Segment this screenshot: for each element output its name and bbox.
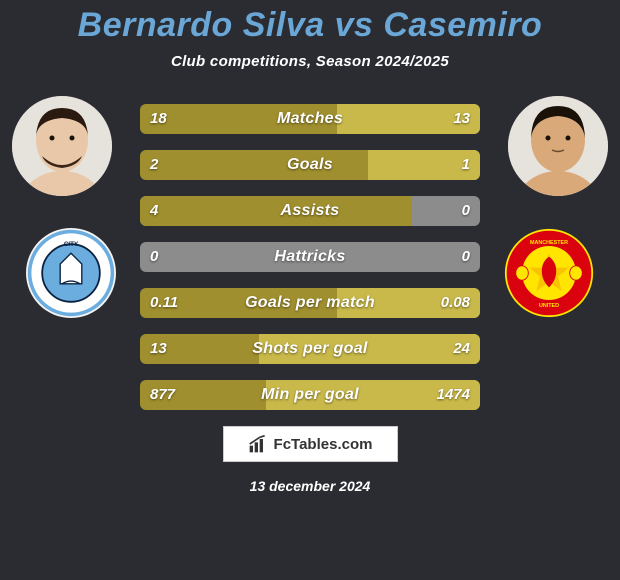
- comparison-panel: CITY MANCHESTER UNITED 1813Matches 21Goal…: [10, 104, 610, 410]
- player-left-avatar-svg: [12, 96, 112, 196]
- stat-label: Goals per match: [140, 288, 480, 318]
- stat-label: Min per goal: [140, 380, 480, 410]
- player-right-avatar-svg: [508, 96, 608, 196]
- stat-row: 1324Shots per goal: [140, 334, 480, 364]
- stat-label: Matches: [140, 104, 480, 134]
- stat-row: 21Goals: [140, 150, 480, 180]
- club-left-badge-svg: CITY: [26, 228, 116, 318]
- subtitle: Club competitions, Season 2024/2025: [10, 53, 610, 70]
- svg-text:MANCHESTER: MANCHESTER: [530, 240, 568, 246]
- stat-label: Assists: [140, 196, 480, 226]
- brand-badge: FcTables.com: [223, 426, 398, 462]
- page-title: Bernardo Silva vs Casemiro: [10, 0, 610, 45]
- footer-date: 13 december 2024: [10, 478, 610, 494]
- club-left-badge: CITY: [26, 228, 116, 318]
- stat-label: Shots per goal: [140, 334, 480, 364]
- stat-label: Hattricks: [140, 242, 480, 272]
- stat-label: Goals: [140, 150, 480, 180]
- stat-row: 0.110.08Goals per match: [140, 288, 480, 318]
- stat-row: 1813Matches: [140, 104, 480, 134]
- player-right-avatar: [508, 96, 608, 196]
- stat-row: 40Assists: [140, 196, 480, 226]
- brand-text: FcTables.com: [274, 436, 373, 453]
- stat-row: 8771474Min per goal: [140, 380, 480, 410]
- stat-bars: 1813Matches 21Goals 40Assists 00Hattricks 0.…: [140, 104, 480, 410]
- club-right-badge: MANCHESTER UNITED: [504, 228, 594, 318]
- stat-row: 00Hattricks: [140, 242, 480, 272]
- club-right-badge-svg: MANCHESTER UNITED: [504, 228, 594, 318]
- chart-icon: [248, 434, 268, 454]
- player-left-avatar: [12, 96, 112, 196]
- svg-text:UNITED: UNITED: [539, 303, 559, 309]
- svg-text:CITY: CITY: [64, 241, 79, 248]
